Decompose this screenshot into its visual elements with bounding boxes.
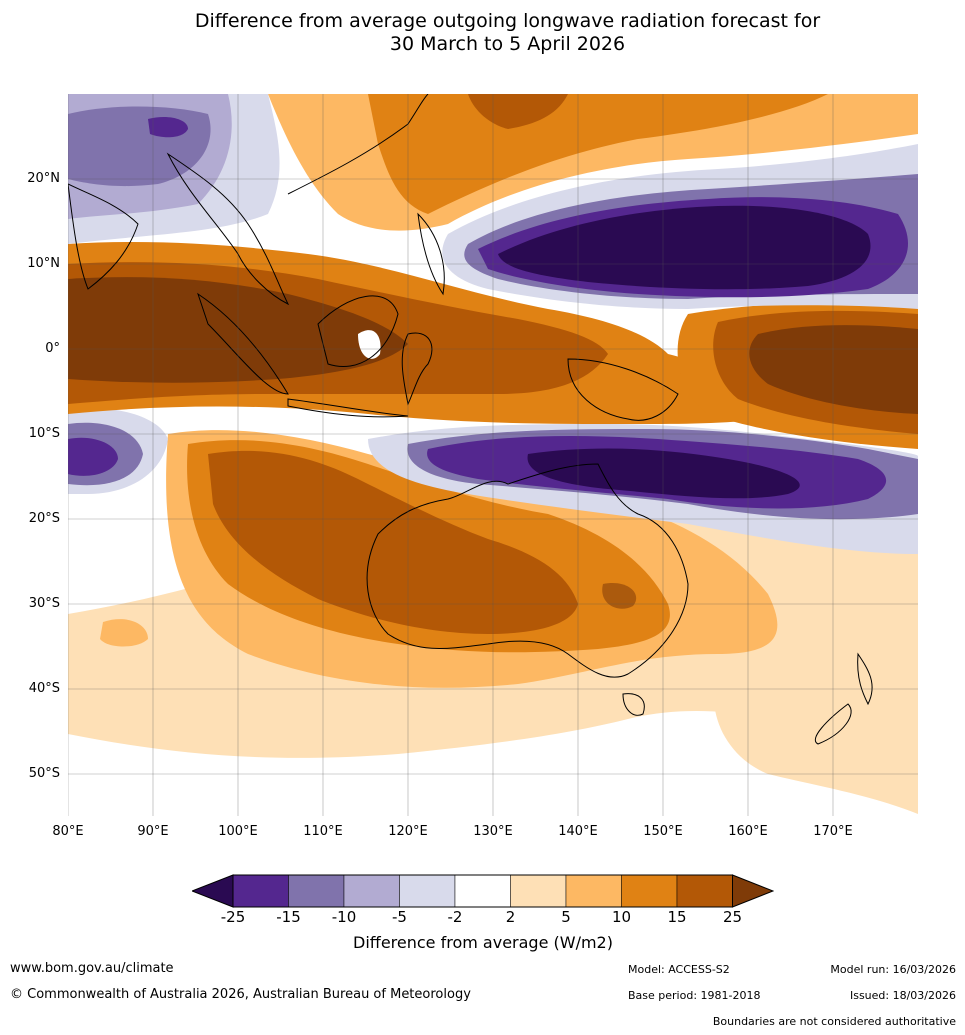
lon-label-110e: 110°E — [303, 824, 343, 839]
brown-region-australia — [208, 450, 578, 634]
coastline-mainland-southeast-asia — [166, 152, 290, 306]
colorbar-tick-2: -15 — [276, 908, 301, 926]
lat-label-0: 0° — [45, 341, 60, 356]
lat-label-10n: 10°N — [27, 256, 60, 271]
coastline-new-guinea — [567, 358, 679, 421]
lon-label-80e: 80°E — [52, 824, 84, 839]
colorbar-bin-5 — [454, 874, 511, 908]
coastline-new-zealand-north — [857, 652, 873, 706]
colorbar-bin-6 — [510, 874, 567, 908]
brown-patch-se-australia — [602, 583, 637, 609]
colorbar-bin-9 — [676, 874, 733, 908]
lon-label-100e: 100°E — [218, 824, 258, 839]
lat-label-20n: 20°N — [27, 171, 60, 186]
colorbar-bin-1 — [232, 874, 289, 908]
footer-base-period: Base period: 1981-2018 — [628, 989, 761, 1002]
colorbar-tick-5: -2 — [447, 908, 463, 926]
coastline-sulawesi — [401, 332, 433, 406]
footer-disclaimer: Boundaries are not considered authoritat… — [712, 1015, 956, 1028]
lat-label-30s: 30°S — [28, 596, 60, 611]
lon-label-150e: 150°E — [643, 824, 683, 839]
white-patch-borneo — [358, 330, 381, 359]
coastline-sumatra — [197, 292, 289, 395]
footer-copyright: © Commonwealth of Australia 2026, Austra… — [10, 987, 471, 1002]
darkest-purple-core-north — [498, 205, 871, 290]
colorbar-tick-8: 10 — [611, 908, 632, 926]
lat-label-40s: 40°S — [28, 681, 60, 696]
colorbar-bin-7 — [565, 874, 622, 908]
coastline-india — [68, 183, 139, 290]
orange-patch-indian-ocean — [100, 619, 148, 647]
coastline-philippines — [417, 212, 445, 296]
title-line-2: 30 March to 5 April 2026 — [389, 33, 626, 55]
colorbar-title: Difference from average (W/m2) — [353, 933, 613, 952]
map-title: Difference from average outgoing longwav… — [0, 10, 965, 56]
footer-website[interactable]: www.bom.gov.au/climate — [10, 961, 174, 976]
lon-label-90e: 90°E — [137, 824, 169, 839]
lon-label-130e: 130°E — [473, 824, 513, 839]
coastline-tasmania — [622, 693, 645, 716]
colorbar-tick-6: 2 — [505, 908, 516, 926]
colorbar-extension-low — [192, 874, 234, 908]
darkest-purple-core-south — [527, 448, 800, 499]
lon-label-120e: 120°E — [388, 824, 428, 839]
colorbar — [192, 874, 774, 908]
colorbar-bin-2 — [288, 874, 345, 908]
colorbar-tick-10: 25 — [722, 908, 743, 926]
coastlines — [68, 94, 873, 745]
title-line-1: Difference from average outgoing longwav… — [194, 10, 821, 32]
dark-orange-region-east-asia — [368, 94, 828, 214]
lon-label-160e: 160°E — [728, 824, 768, 839]
coastline-borneo — [317, 295, 399, 368]
dark-purple-west-indian-ocean — [68, 437, 118, 476]
footer-model-run: Model run: 16/03/2026 — [830, 963, 956, 976]
map-canvas — [68, 94, 918, 816]
colorbar-bin-3 — [343, 874, 400, 908]
colorbar-tick-3: -10 — [331, 908, 357, 926]
olr-anomaly-map — [68, 94, 918, 816]
darkest-purple-patch-northwest — [148, 117, 188, 138]
lon-label-170e: 170°E — [813, 824, 853, 839]
colorbar-tick-1: -25 — [220, 908, 246, 926]
footer-model: Model: ACCESS-S2 — [628, 963, 730, 976]
light-positive-patch-tasman — [713, 645, 918, 814]
colorbar-tick-9: 15 — [667, 908, 687, 926]
colorbar-tick-7: 5 — [561, 908, 571, 926]
coastline-australia — [366, 463, 689, 678]
lat-label-10s: 10°S — [28, 426, 60, 441]
lat-label-20s: 20°S — [28, 511, 60, 526]
colorbar-bin-4 — [399, 874, 456, 908]
lon-label-140e: 140°E — [558, 824, 598, 839]
graticule — [68, 94, 918, 816]
lat-label-50s: 50°S — [28, 766, 60, 781]
colorbar-bin-8 — [621, 874, 678, 908]
coastline-new-zealand-south — [814, 703, 852, 745]
footer-issued: Issued: 18/03/2026 — [849, 989, 956, 1002]
colorbar-tick-4: -5 — [392, 908, 407, 926]
colorbar-extension-high — [732, 874, 774, 908]
darkest-brown-core-pacific — [749, 325, 918, 414]
